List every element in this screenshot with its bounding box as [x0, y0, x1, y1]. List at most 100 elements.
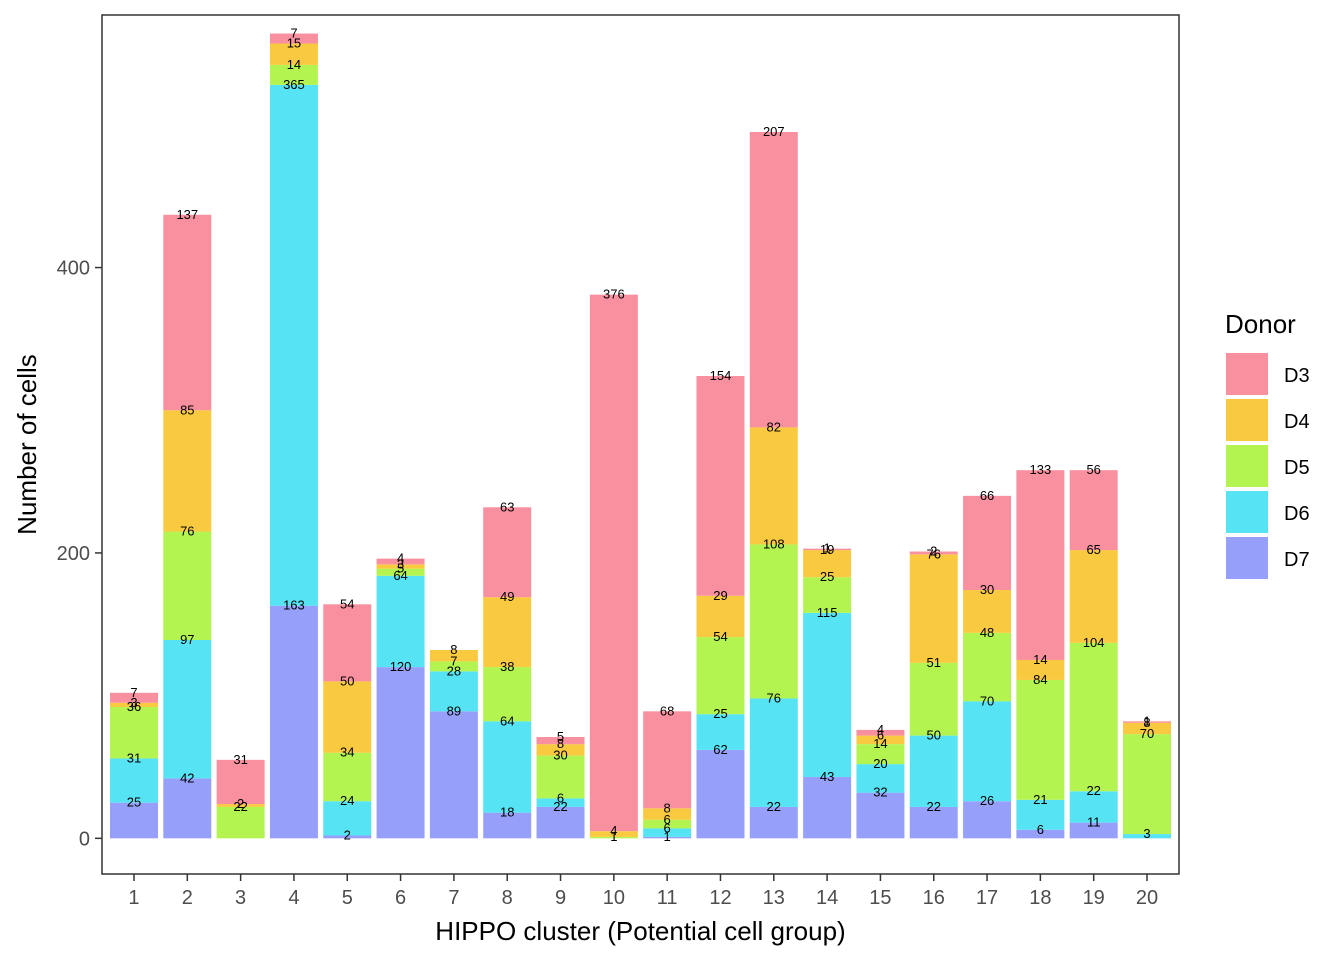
- data-label-d5-cluster-11: 6: [664, 812, 671, 827]
- data-label-d6-cluster-18: 21: [1033, 792, 1047, 807]
- data-label-d6-cluster-16: 50: [927, 728, 941, 743]
- data-label-d3-cluster-2: 137: [176, 207, 198, 222]
- bar-segment-d3-cluster-16: [909, 551, 958, 555]
- data-label-d3-cluster-13: 207: [763, 124, 785, 139]
- bar-segment-d3-cluster-1: [110, 692, 158, 703]
- bar-segment-d5-cluster-14: [803, 577, 852, 613]
- bar-segment-d7-cluster-9: [536, 806, 585, 839]
- bar-segment-d6-cluster-5: [323, 801, 372, 836]
- bar-segment-d4-cluster-17: [963, 590, 1012, 633]
- data-label-d5-cluster-19: 104: [1083, 635, 1105, 650]
- legend-label-d6: D6: [1284, 503, 1310, 525]
- bar-segment-d7-cluster-5: [323, 835, 372, 839]
- data-label-d7-cluster-18: 6: [1037, 822, 1044, 837]
- y-axis: 0 200 400: [57, 258, 102, 850]
- x-tick-label-cluster-6: 6: [395, 887, 406, 909]
- data-label-d4-cluster-8: 49: [500, 589, 514, 604]
- data-label-d5-cluster-10: 1: [610, 829, 617, 844]
- bar-segment-d5-cluster-19: [1069, 642, 1118, 792]
- bar-segment-d3-cluster-19: [1069, 470, 1118, 551]
- data-label-d5-cluster-3: 22: [233, 799, 247, 814]
- data-label-d3-cluster-12: 154: [710, 368, 732, 383]
- data-label-d5-cluster-5: 34: [340, 745, 354, 760]
- data-label-d7-cluster-13: 22: [767, 799, 781, 814]
- bar-segment-d5-cluster-16: [909, 662, 958, 736]
- bar-segment-d4-cluster-14: [803, 550, 852, 578]
- bar-segment-d6-cluster-7: [429, 671, 478, 712]
- x-tick-label-cluster-20: 20: [1136, 887, 1158, 909]
- bar-segment-d4-cluster-10: [589, 831, 638, 837]
- x-tick-label-cluster-17: 17: [976, 887, 998, 909]
- bar-segment-d5-cluster-13: [749, 544, 798, 699]
- y-axis-title: Number of cells: [12, 354, 42, 535]
- data-label-d3-cluster-20: 1: [1143, 713, 1150, 728]
- x-tick-label-cluster-8: 8: [502, 887, 513, 909]
- data-label-d6-cluster-12: 25: [713, 706, 727, 721]
- bar-segment-d5-cluster-1: [110, 707, 158, 759]
- bars-layer: [110, 33, 1172, 839]
- data-label-d6-cluster-4: 365: [283, 77, 305, 92]
- bar-segment-d5-cluster-9: [536, 755, 585, 799]
- bar-segment-d4-cluster-5: [323, 681, 372, 753]
- bar-segment-d7-cluster-4: [269, 605, 318, 839]
- data-label-d4-cluster-7: 8: [450, 642, 457, 657]
- data-label-d5-cluster-9: 30: [553, 748, 567, 763]
- data-label-d7-cluster-17: 26: [980, 793, 994, 808]
- data-label-d3-cluster-10: 376: [603, 287, 625, 302]
- data-label-d4-cluster-11: 8: [664, 800, 671, 815]
- data-label-d6-cluster-19: 22: [1086, 783, 1100, 798]
- bar-segment-d5-cluster-15: [856, 744, 905, 765]
- bar-segment-d3-cluster-8: [483, 507, 532, 598]
- y-tick-label: 0: [79, 828, 90, 850]
- bar-segment-d5-cluster-20: [1123, 734, 1172, 835]
- bar-segment-d4-cluster-19: [1069, 550, 1118, 643]
- bar-segment-d3-cluster-17: [963, 495, 1012, 591]
- data-label-d7-cluster-2: 42: [180, 770, 194, 785]
- data-label-d7-cluster-1: 25: [127, 795, 141, 810]
- data-label-d6-cluster-5: 24: [340, 793, 354, 808]
- x-tick-label-cluster-1: 1: [128, 887, 139, 909]
- bar-segment-d5-cluster-5: [323, 752, 372, 802]
- data-label-d4-cluster-14: 19: [820, 542, 834, 557]
- x-tick-label-cluster-18: 18: [1029, 887, 1051, 909]
- data-label-d3-cluster-6: 4: [397, 551, 404, 566]
- data-label-d5-cluster-17: 48: [980, 625, 994, 640]
- bar-segment-d5-cluster-17: [963, 632, 1012, 702]
- bar-segment-d6-cluster-14: [803, 612, 852, 777]
- legend-label-d4: D4: [1284, 411, 1310, 433]
- bar-segment-d3-cluster-14: [803, 548, 852, 551]
- bar-segment-d3-cluster-18: [1016, 470, 1065, 660]
- bar-segment-d3-cluster-3: [216, 759, 265, 805]
- bar-segment-d3-cluster-2: [163, 214, 212, 411]
- x-tick-label-cluster-2: 2: [182, 887, 193, 909]
- bar-segment-d4-cluster-12: [696, 595, 745, 638]
- data-label-d5-cluster-1: 36: [127, 699, 141, 714]
- data-label-d4-cluster-15: 6: [877, 728, 884, 743]
- data-label-d5-cluster-18: 84: [1033, 672, 1047, 687]
- bar-segment-d4-cluster-3: [216, 804, 265, 807]
- bar-segment-d6-cluster-19: [1069, 791, 1118, 823]
- x-tick-label-cluster-12: 12: [709, 887, 731, 909]
- bar-segment-d3-cluster-6: [376, 558, 425, 565]
- data-label-d4-cluster-20: 8: [1143, 715, 1150, 730]
- data-label-d4-cluster-1: 3: [130, 695, 137, 710]
- data-label-d7-cluster-19: 11: [1087, 815, 1101, 830]
- data-label-d4-cluster-17: 30: [980, 582, 994, 597]
- bar-segment-d3-cluster-9: [536, 737, 585, 745]
- x-tick-label-cluster-11: 11: [657, 887, 678, 909]
- bar-segment-d3-cluster-13: [749, 132, 798, 428]
- bar-segment-d3-cluster-12: [696, 376, 745, 596]
- bar-segment-d6-cluster-15: [856, 764, 905, 793]
- data-label-d3-cluster-19: 56: [1086, 462, 1100, 477]
- x-tick-label-cluster-5: 5: [342, 887, 353, 909]
- data-label-d5-cluster-6: 5: [397, 561, 404, 576]
- data-label-d4-cluster-10: 4: [610, 823, 617, 838]
- data-label-d4-cluster-19: 65: [1086, 542, 1100, 557]
- bar-segment-d3-cluster-15: [856, 729, 905, 736]
- x-tick-label-cluster-16: 16: [923, 887, 945, 909]
- data-label-d4-cluster-6: 3: [397, 556, 404, 571]
- bar-segment-d3-cluster-11: [643, 711, 692, 809]
- data-label-d4-cluster-9: 8: [557, 736, 564, 751]
- bar-segment-d3-cluster-5: [323, 604, 372, 682]
- legend-swatch-d3: [1226, 353, 1268, 395]
